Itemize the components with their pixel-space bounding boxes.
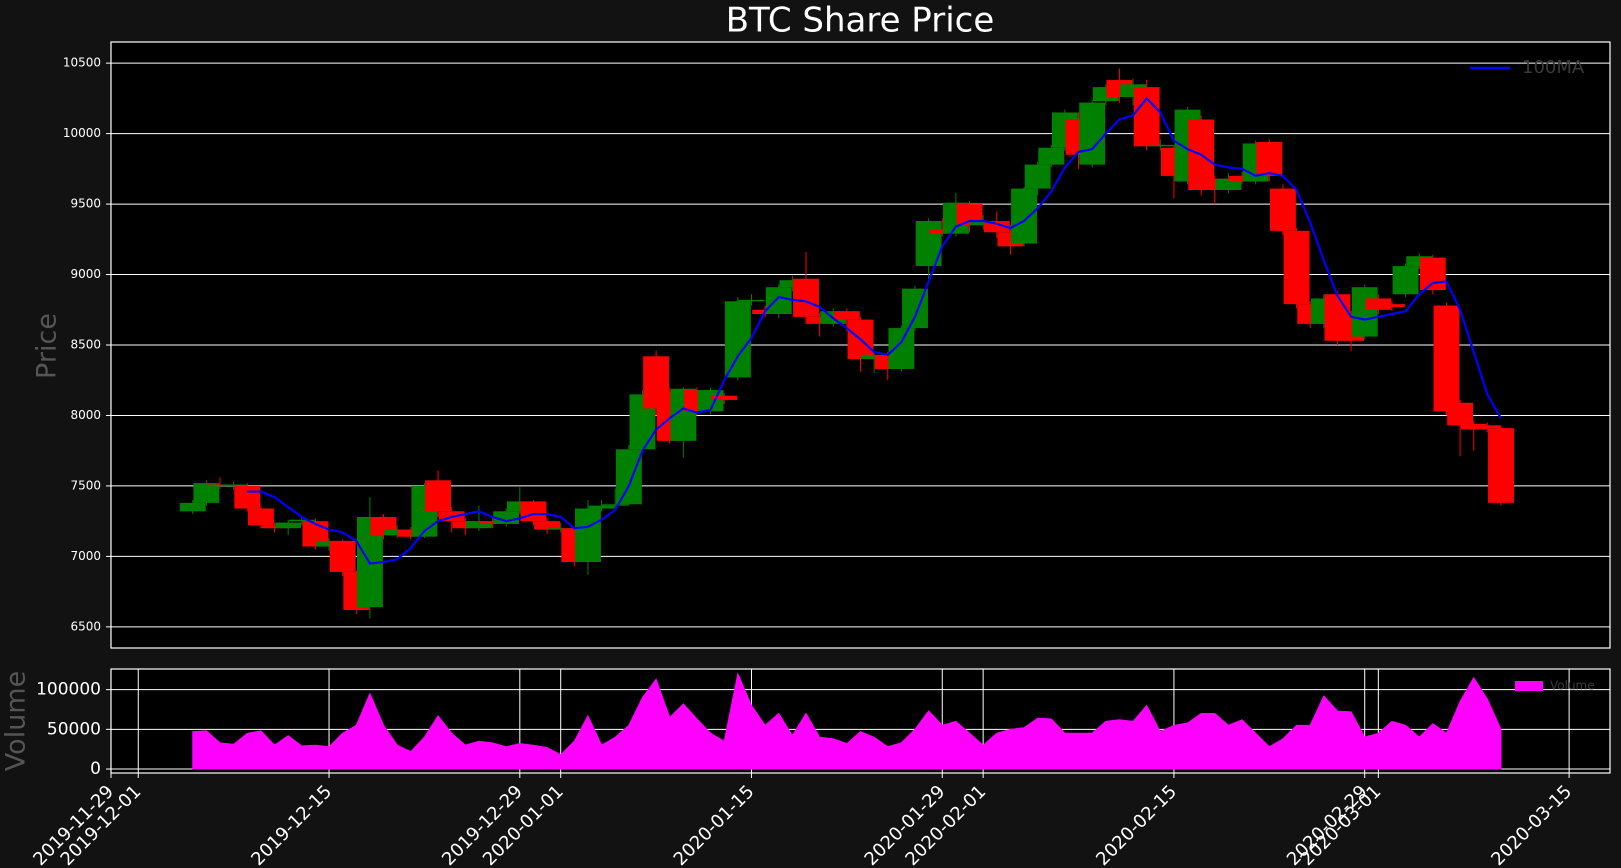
candle-body: [506, 501, 533, 512]
candle-body: [1447, 402, 1474, 426]
legend-label: Volume: [1550, 679, 1595, 693]
candle-body: [1488, 428, 1514, 503]
candle-body: [575, 508, 601, 563]
y-axis-label: Volume: [1, 671, 32, 771]
y-axis-label: Price: [32, 313, 63, 379]
y-tick-label: 10500: [63, 56, 101, 70]
candle-body: [1460, 423, 1487, 430]
candle-body: [1011, 188, 1037, 244]
candle-body: [425, 480, 452, 512]
candle-body: [888, 328, 915, 369]
candle-body: [1215, 178, 1242, 190]
candle-body: [1419, 257, 1446, 291]
candle-body: [547, 528, 574, 530]
candle-body: [1024, 164, 1051, 189]
candle-body: [588, 505, 615, 509]
area-series: [192, 672, 1502, 770]
y-tick-label: 0: [90, 759, 101, 779]
candle-body: [234, 485, 261, 509]
candle-body: [1365, 298, 1392, 310]
candle-body: [465, 521, 492, 529]
candle-body: [1256, 142, 1283, 176]
candle-body: [329, 540, 356, 572]
candle-body: [193, 483, 220, 503]
candle-body: [806, 316, 833, 324]
candle-body: [520, 501, 547, 522]
candle-body: [1283, 230, 1310, 305]
legend-label: 100MA: [1522, 57, 1585, 78]
candle-body: [615, 449, 642, 505]
candle-body: [1147, 144, 1174, 147]
y-tick-label: 9000: [70, 267, 101, 281]
candle-body: [765, 287, 792, 314]
candle-body: [179, 502, 206, 512]
y-tick-label: 50000: [47, 719, 101, 739]
x-tick-label: 2020-02-15: [1092, 781, 1181, 868]
y-tick-label: 9500: [70, 197, 101, 211]
chart-title: BTC Share Price: [726, 1, 995, 41]
candle-body: [724, 301, 751, 378]
candle-body: [275, 522, 302, 529]
x-tick-label: 2020-03-01: [1297, 781, 1386, 868]
candle-body: [1392, 266, 1419, 295]
candle-body: [261, 525, 288, 529]
candle-body: [1201, 178, 1228, 190]
candle-body: [207, 484, 233, 486]
candle-body: [1406, 256, 1433, 267]
candle-body: [247, 508, 274, 526]
candle-body: [316, 540, 342, 547]
candle-body: [288, 519, 315, 522]
candle-body: [1379, 304, 1405, 307]
y-tick-label: 7500: [70, 478, 101, 492]
candle-body: [1474, 425, 1501, 429]
candle-body: [1229, 175, 1256, 182]
y-tick-label: 8500: [70, 338, 101, 352]
y-tick-label: 100000: [36, 680, 101, 700]
candle-body: [833, 311, 860, 320]
candle-body: [1079, 102, 1106, 165]
plot-frame: [110, 668, 1611, 774]
legend-swatch: [1515, 681, 1543, 691]
line-series: [247, 96, 1502, 565]
candle-body: [738, 299, 765, 302]
plot-frame: [110, 41, 1611, 649]
candle-body: [220, 484, 247, 486]
candle-body: [1133, 87, 1160, 147]
candle-body: [711, 395, 738, 400]
y-tick-label: 6500: [70, 619, 101, 633]
candle-body: [534, 521, 561, 530]
candle-body: [970, 220, 997, 226]
candle-body: [1038, 147, 1065, 165]
y-tick-label: 8000: [70, 408, 101, 422]
y-tick-label: 7000: [70, 549, 101, 563]
candle-body: [929, 229, 956, 234]
candle-body: [861, 354, 888, 360]
candle-body: [479, 521, 506, 524]
candle-body: [384, 529, 411, 536]
y-tick-label: 10000: [63, 126, 101, 140]
x-tick-label: 2020-01-15: [670, 781, 759, 868]
candle-body: [1269, 188, 1296, 231]
candle-body: [452, 521, 479, 529]
candle-body: [779, 280, 806, 288]
candle-body: [397, 529, 424, 537]
candle-body: [1351, 287, 1378, 337]
candle-body: [1433, 305, 1460, 412]
candle-body: [983, 220, 1010, 233]
candle-body: [602, 504, 629, 506]
candle-body: [793, 278, 819, 317]
x-tick-label: 2019-12-15: [247, 781, 336, 868]
x-tick-label: 2020-03-15: [1487, 781, 1576, 868]
